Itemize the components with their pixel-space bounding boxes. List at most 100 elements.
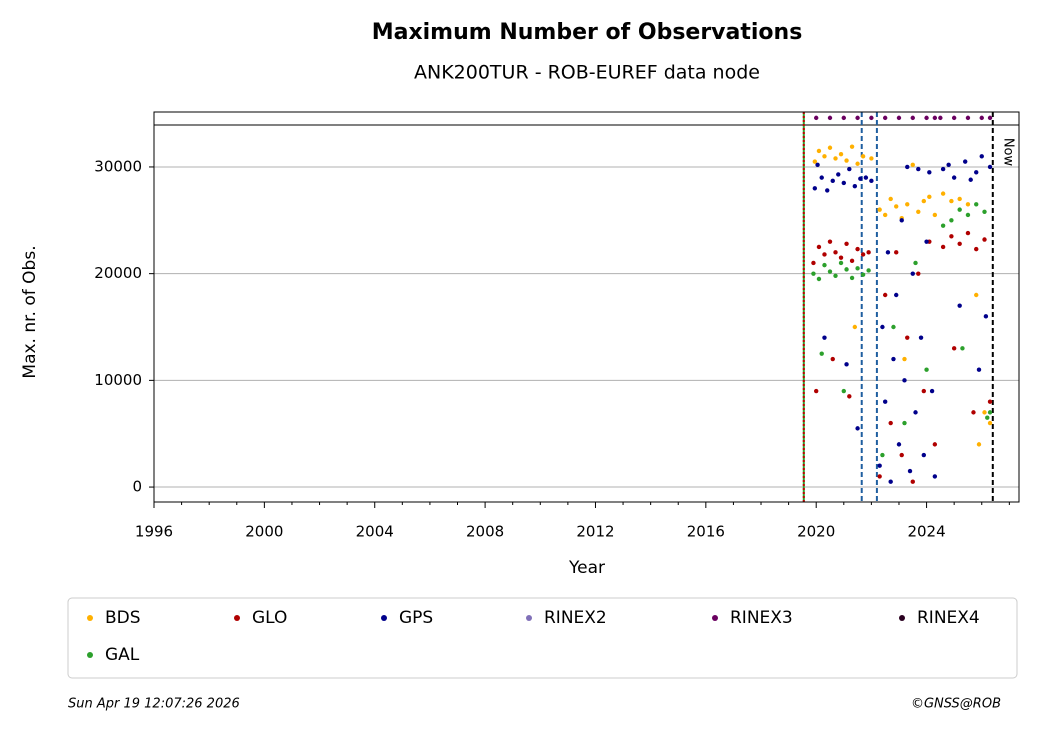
point: [888, 196, 893, 202]
point: [910, 271, 915, 276]
legend-marker: [87, 615, 93, 621]
y-axis-label: Max. nr. of Obs.: [20, 245, 40, 378]
point: [932, 212, 938, 218]
point: [974, 202, 979, 207]
point: [982, 410, 987, 415]
point: [888, 479, 893, 484]
point: [976, 367, 982, 372]
point: [877, 463, 882, 468]
point: [913, 410, 918, 415]
legend-marker: [712, 615, 718, 621]
point: [869, 178, 874, 184]
point: [838, 255, 844, 260]
legend-box: [67, 597, 1018, 679]
point: [951, 175, 957, 180]
point: [983, 314, 989, 319]
point: [866, 268, 871, 273]
point: [814, 388, 819, 394]
plot-frame: [153, 111, 1020, 503]
legend-label: RINEX3: [730, 608, 793, 628]
point: [860, 154, 866, 159]
point: [880, 324, 885, 330]
point: [974, 170, 979, 175]
point: [825, 188, 830, 193]
x-tick-label: 2008: [466, 523, 504, 541]
point: [869, 156, 874, 161]
point: [891, 356, 896, 362]
point: [844, 158, 849, 163]
point: [924, 239, 929, 244]
point: [844, 267, 849, 272]
point: [847, 166, 852, 172]
x-tick-label: 2000: [245, 523, 283, 541]
point: [855, 115, 860, 121]
x-tick-label: 2024: [907, 523, 945, 541]
point: [844, 362, 849, 367]
point: [910, 162, 915, 168]
point: [949, 198, 954, 204]
point: [932, 442, 938, 447]
point: [932, 474, 938, 479]
point: [905, 335, 910, 340]
point: [838, 260, 844, 266]
y-tick-label: 20000: [94, 264, 142, 282]
point: [940, 244, 946, 250]
point: [827, 115, 833, 121]
point: [836, 172, 841, 177]
point: [855, 246, 860, 252]
point: [987, 115, 993, 121]
legend-label: GPS: [399, 608, 433, 628]
point: [852, 324, 858, 330]
x-tick-label: 2004: [356, 523, 394, 541]
point: [987, 399, 993, 404]
point: [910, 115, 915, 121]
point: [982, 209, 987, 214]
point: [924, 367, 929, 372]
point: [833, 250, 838, 255]
point: [852, 183, 858, 189]
point: [844, 241, 849, 246]
point: [849, 258, 855, 264]
legend-label: RINEX4: [917, 608, 980, 628]
point: [882, 212, 888, 218]
point: [913, 260, 918, 266]
point: [957, 196, 962, 202]
legend-label: GAL: [105, 645, 140, 665]
point: [951, 115, 957, 121]
point: [882, 399, 888, 404]
point: [965, 230, 971, 236]
point: [860, 272, 866, 277]
y-tick-label: 10000: [94, 371, 142, 389]
point: [929, 388, 935, 394]
point: [940, 223, 946, 228]
point: [894, 250, 899, 255]
point: [962, 159, 968, 164]
point: [833, 156, 838, 161]
point: [816, 276, 822, 282]
y-tick-label: 30000: [94, 157, 142, 175]
point: [918, 335, 924, 340]
point: [812, 186, 818, 191]
point: [894, 204, 899, 209]
point: [938, 115, 943, 121]
point: [888, 420, 893, 426]
legend-marker: [526, 615, 532, 621]
point: [877, 207, 882, 212]
point: [894, 292, 899, 298]
point: [902, 420, 907, 426]
point: [811, 271, 816, 276]
footer-credit: ©GNSS@ROB: [911, 697, 1001, 712]
point: [816, 148, 822, 154]
chart-title: Maximum Number of Observations: [372, 20, 803, 45]
legend-marker: [234, 615, 240, 621]
point: [985, 415, 990, 420]
point: [974, 246, 979, 252]
point: [905, 164, 910, 170]
point: [822, 252, 827, 257]
point: [974, 292, 979, 298]
x-tick-label: 2012: [576, 523, 614, 541]
point: [979, 115, 984, 121]
point: [910, 479, 915, 484]
point: [891, 324, 896, 330]
